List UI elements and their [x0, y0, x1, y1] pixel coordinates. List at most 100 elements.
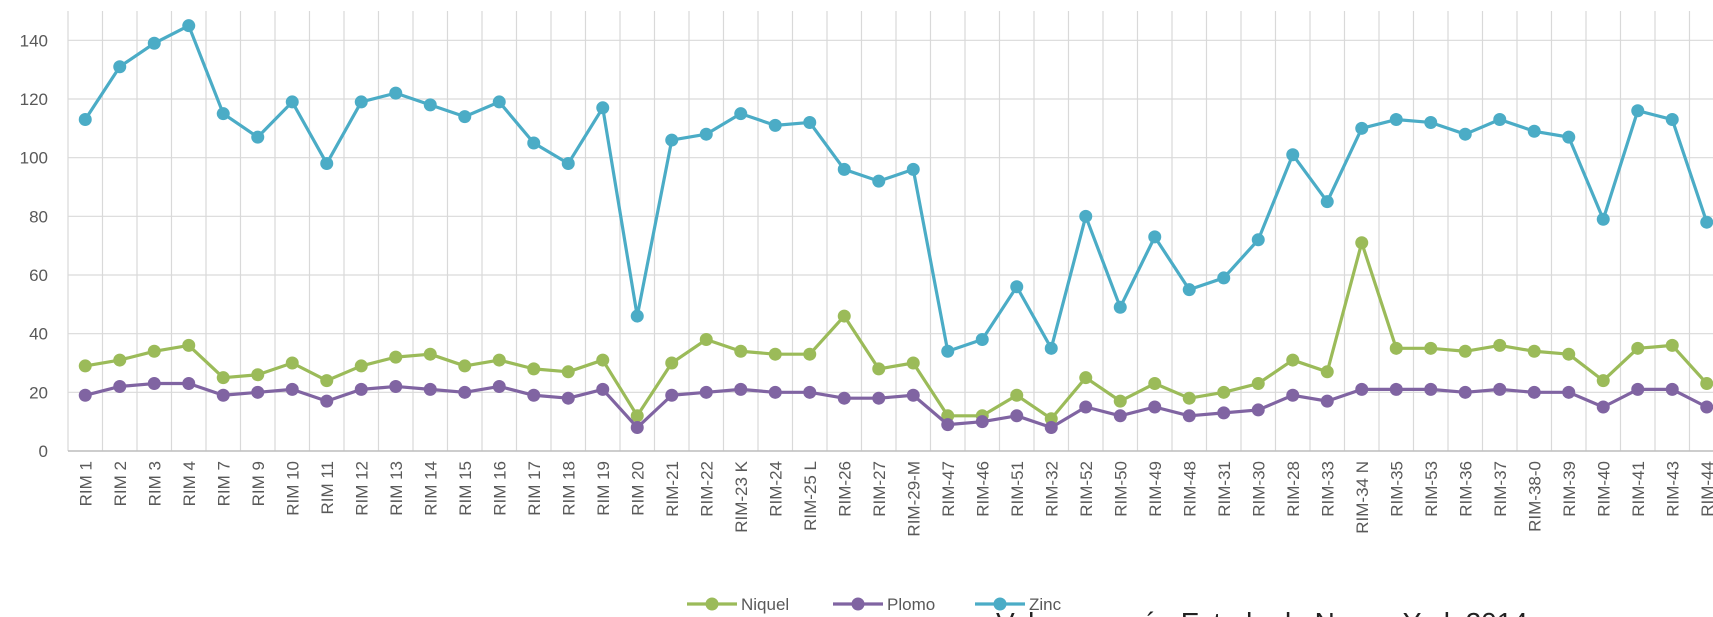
point — [1458, 385, 1472, 399]
y-tick-label: 120 — [20, 90, 48, 109]
point — [1493, 338, 1507, 352]
point — [941, 344, 955, 358]
x-tick-label: RIM-33 — [1318, 461, 1337, 517]
y-tick-label: 100 — [20, 149, 48, 168]
x-tick-label: RIM-47 — [939, 461, 958, 517]
point — [872, 174, 886, 188]
point — [1596, 374, 1610, 388]
point — [630, 309, 644, 323]
x-tick-label: RIM-41 — [1629, 461, 1648, 517]
point — [1527, 124, 1541, 138]
point — [1389, 113, 1403, 127]
point — [906, 388, 920, 402]
point — [906, 162, 920, 176]
x-tick-label: RIM 18 — [559, 461, 578, 516]
x-tick-label: RIM-49 — [1146, 461, 1165, 517]
point — [216, 371, 230, 385]
x-tick-label: RIM 12 — [352, 461, 371, 516]
point — [665, 356, 679, 370]
point — [354, 95, 368, 109]
point — [1251, 233, 1265, 247]
point — [768, 118, 782, 132]
point — [1527, 344, 1541, 358]
x-tick-label: RIM-52 — [1077, 461, 1096, 517]
point — [458, 385, 472, 399]
point — [596, 353, 610, 367]
point — [1079, 400, 1093, 414]
x-tick-label: RIM-38-0 — [1525, 461, 1544, 532]
point — [1044, 341, 1058, 355]
point — [458, 110, 472, 124]
x-tick-label: RIM-22 — [697, 461, 716, 517]
point — [1079, 371, 1093, 385]
point — [699, 333, 713, 347]
point — [527, 136, 541, 150]
y-tick-label: 140 — [20, 31, 48, 50]
x-tick-label: RIM-29-M — [904, 461, 923, 537]
point — [1010, 409, 1024, 423]
x-tick-label: RIM 16 — [490, 461, 509, 516]
x-tick-label: RIM 20 — [628, 461, 647, 516]
point — [78, 359, 92, 373]
point — [803, 347, 817, 361]
point — [1665, 382, 1679, 396]
x-tick-label: RIM 13 — [387, 461, 406, 516]
x-tick-label: RIM-23 K — [732, 460, 751, 532]
point — [251, 385, 265, 399]
x-tick-label: RIM 3 — [145, 461, 164, 506]
x-tick-label: RIM-46 — [973, 461, 992, 517]
point — [1631, 104, 1645, 118]
legend-label: Niquel — [741, 595, 789, 614]
x-tick-label: RIM-25 L — [801, 461, 820, 531]
point — [1113, 300, 1127, 314]
point — [1665, 113, 1679, 127]
x-tick-label: RIM-48 — [1180, 461, 1199, 517]
point — [147, 344, 161, 358]
point — [216, 107, 230, 121]
legend-marker — [705, 597, 719, 611]
point — [423, 98, 437, 112]
x-tick-label: RIM 14 — [421, 461, 440, 516]
x-tick-label: RIM-39 — [1560, 461, 1579, 517]
point — [1217, 271, 1231, 285]
point — [1320, 394, 1334, 408]
point — [837, 391, 851, 405]
point — [1665, 338, 1679, 352]
point — [1251, 377, 1265, 391]
point — [1355, 121, 1369, 135]
point — [1493, 382, 1507, 396]
point — [1700, 377, 1713, 391]
x-tick-label: RIM-35 — [1387, 461, 1406, 517]
point — [354, 359, 368, 373]
point — [285, 382, 299, 396]
point — [872, 362, 886, 376]
point — [665, 133, 679, 147]
point — [492, 353, 506, 367]
point — [492, 95, 506, 109]
point — [1527, 385, 1541, 399]
x-tick-label: RIM-27 — [870, 461, 889, 517]
x-tick-label: RIM-26 — [835, 461, 854, 517]
point — [251, 368, 265, 382]
point — [458, 359, 472, 373]
x-tick-label: RIM-31 — [1215, 461, 1234, 517]
point — [1113, 394, 1127, 408]
point — [1079, 209, 1093, 223]
x-tick-label: RIM-21 — [663, 461, 682, 517]
point — [182, 377, 196, 391]
x-tick-label: RIM-36 — [1456, 461, 1475, 517]
point — [1355, 382, 1369, 396]
x-tick-label: RIM 17 — [525, 461, 544, 516]
point — [78, 388, 92, 402]
point — [1631, 341, 1645, 355]
point — [768, 347, 782, 361]
x-tick-label: RIM 1 — [76, 461, 95, 506]
point — [734, 344, 748, 358]
point — [285, 356, 299, 370]
legend-label: Plomo — [887, 595, 935, 614]
point — [630, 421, 644, 435]
point — [1389, 341, 1403, 355]
point — [630, 409, 644, 423]
